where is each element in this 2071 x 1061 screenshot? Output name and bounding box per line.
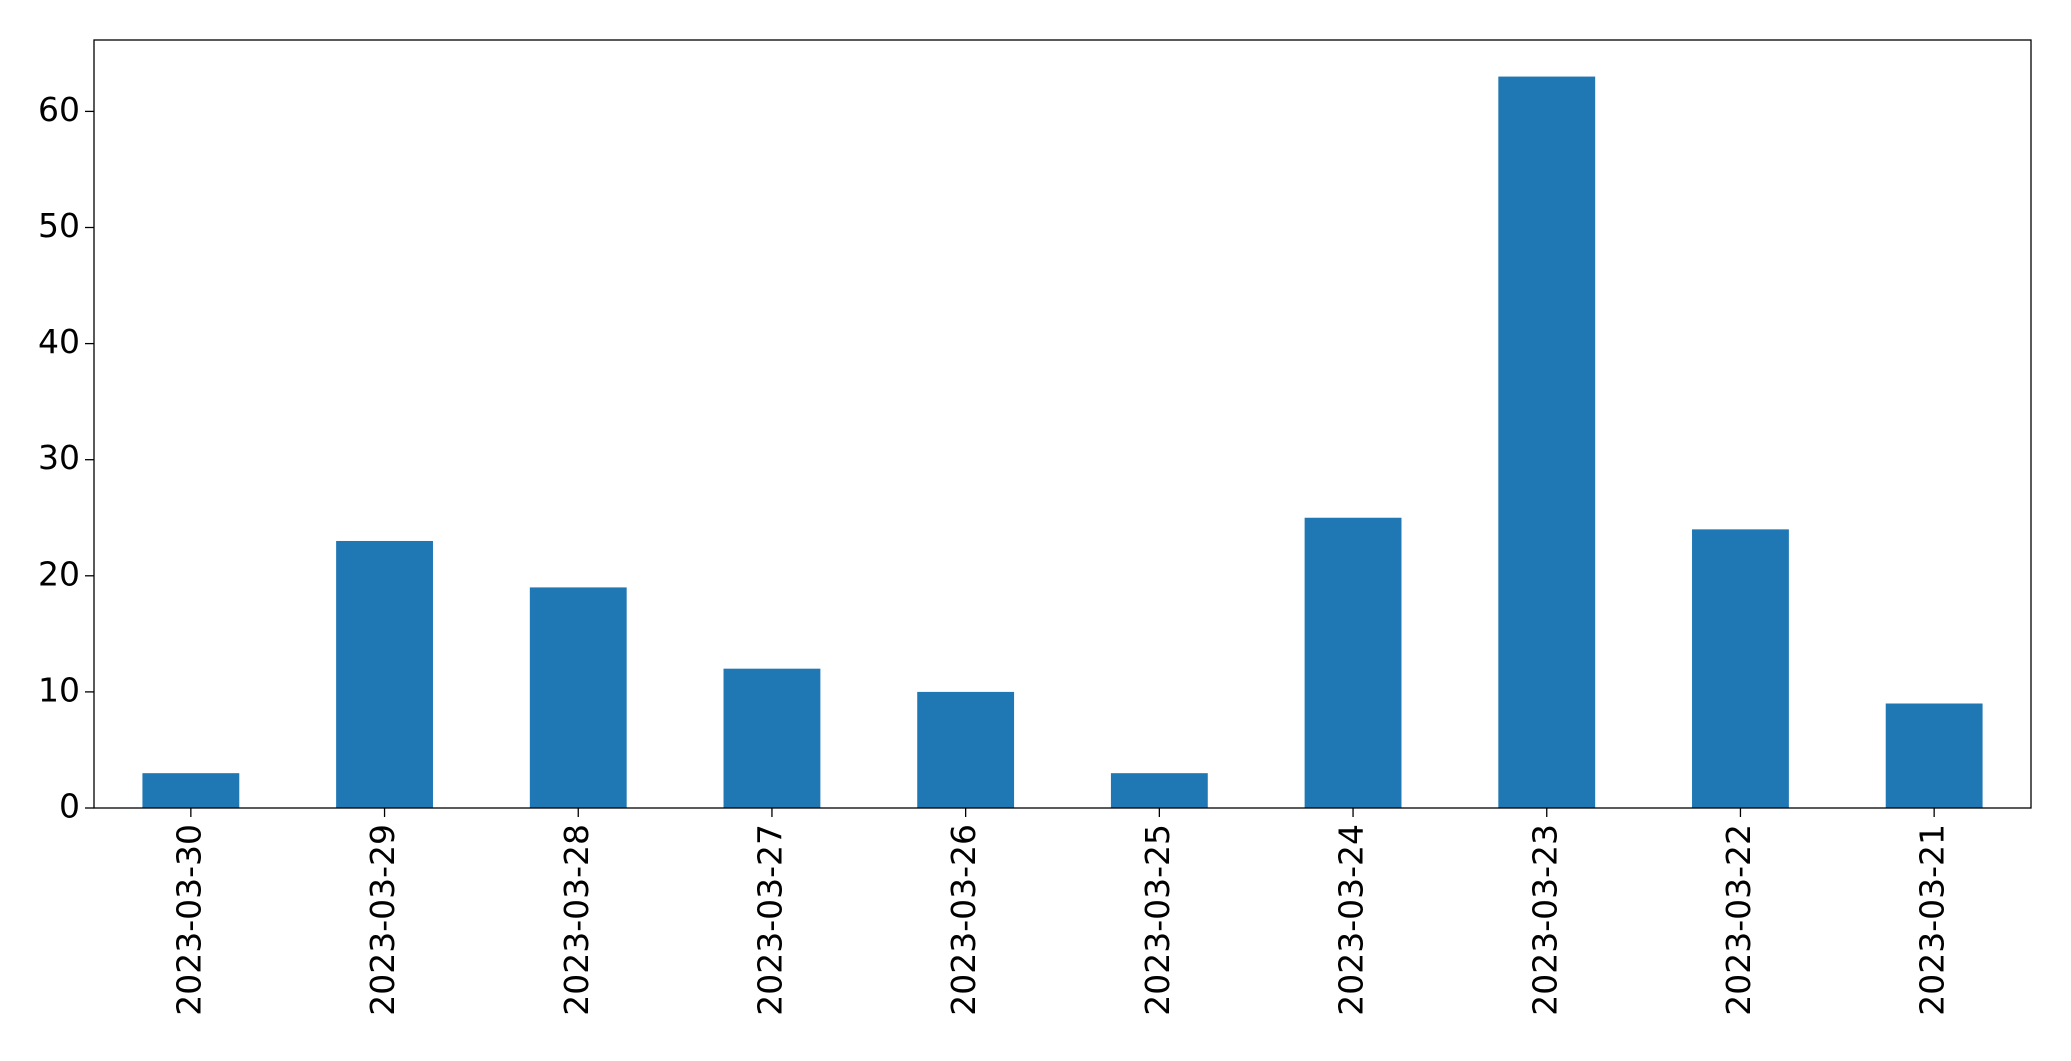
y-tick-label: 10 — [38, 670, 80, 709]
y-tick-label: 30 — [38, 438, 80, 477]
bar — [1110, 773, 1208, 808]
bar — [336, 540, 433, 808]
bar — [1498, 76, 1596, 809]
x-tick-label: 2023-03-25 — [1138, 824, 1177, 1016]
y-tick-label: 40 — [38, 322, 80, 361]
x-tick-label: 2023-03-21 — [1913, 824, 1952, 1016]
x-tick-label: 2023-03-27 — [750, 824, 789, 1016]
plot-frame — [93, 39, 2032, 809]
x-tick-label: 2023-03-22 — [1719, 824, 1758, 1016]
bar — [142, 773, 240, 808]
bar — [529, 587, 627, 808]
x-tick-label: 2023-03-26 — [944, 824, 983, 1016]
x-tick-label: 2023-03-30 — [169, 824, 208, 1016]
y-tick-label: 50 — [38, 206, 80, 245]
bar — [917, 691, 1015, 808]
y-tick-label: 0 — [59, 787, 80, 826]
y-tick-label: 60 — [38, 90, 80, 129]
x-tick-label: 2023-03-29 — [363, 824, 402, 1016]
bar — [1304, 517, 1402, 808]
x-tick-label: 2023-03-23 — [1525, 824, 1564, 1016]
x-tick-label: 2023-03-28 — [557, 824, 596, 1016]
x-tick-label: 2023-03-24 — [1332, 824, 1371, 1016]
bar — [1692, 529, 1789, 808]
bar — [723, 668, 821, 808]
bar — [1885, 703, 1983, 808]
y-tick-label: 20 — [38, 554, 80, 593]
